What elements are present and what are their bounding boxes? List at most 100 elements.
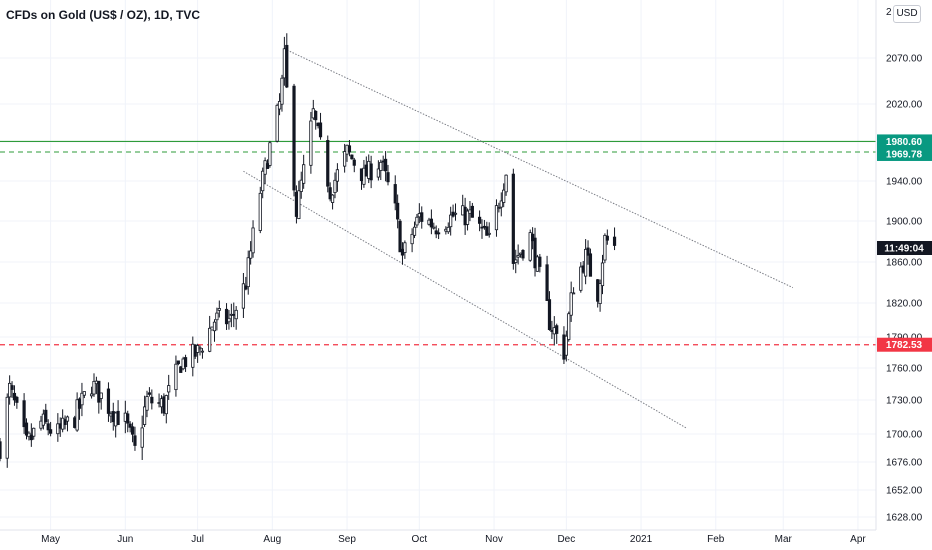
- trendlines: [243, 48, 794, 429]
- time-tick-label: Oct: [412, 534, 428, 545]
- candle-body: [528, 232, 532, 261]
- candle-body: [249, 250, 253, 259]
- candle-body: [133, 435, 137, 446]
- candle-body: [65, 416, 70, 422]
- candle-body: [326, 140, 330, 187]
- time-tick-label: Apr: [850, 534, 866, 545]
- candle-body: [499, 200, 503, 208]
- candle-body: [63, 419, 67, 425]
- candle-body: [350, 154, 354, 160]
- price-tick-label: 1760.00: [886, 364, 923, 375]
- candle-body: [588, 253, 593, 277]
- candle-body: [335, 169, 340, 182]
- time-tick-label: Jun: [117, 534, 133, 545]
- candle-body: [403, 242, 407, 253]
- time-tick-label: Sep: [338, 534, 356, 545]
- candle-body: [343, 151, 347, 167]
- candle-body: [412, 226, 417, 236]
- candle-body: [241, 283, 246, 309]
- candle-body: [434, 230, 438, 235]
- candles: [0, 33, 617, 468]
- price-tick-label: 1676.00: [886, 458, 923, 469]
- candle-body: [227, 317, 231, 323]
- candle-body: [280, 77, 284, 105]
- candle-body: [547, 299, 552, 331]
- candle-body: [410, 233, 414, 245]
- price-tick-label: 2020.00: [886, 100, 923, 111]
- price-axis[interactable]: 2070.002020.001980.001940.001900.001860.…: [886, 7, 923, 524]
- price-tick-label: 1820.00: [886, 299, 923, 310]
- resistance-price-label: 1980.60: [886, 137, 923, 148]
- candle-body: [261, 170, 265, 192]
- candle-body: [215, 312, 219, 321]
- candle-body: [80, 392, 84, 406]
- candle-body: [12, 392, 17, 401]
- candle-body: [142, 406, 147, 425]
- time-axis[interactable]: May Jun Jul Aug Sep Oct Nov Dec 2021 Feb Mar Apr: [41, 534, 866, 545]
- candle-body: [46, 423, 50, 431]
- candle-body: [511, 173, 515, 264]
- channel-trendline: [284, 48, 794, 289]
- candle-body: [555, 325, 559, 334]
- candle-body: [502, 189, 506, 203]
- candle-body: [217, 308, 221, 311]
- candle-body: [446, 226, 450, 233]
- candle-body: [277, 101, 282, 110]
- price-tick-label: 1900.00: [886, 217, 923, 228]
- candle-body: [5, 396, 9, 459]
- candle-body: [465, 210, 470, 225]
- candle-body: [318, 122, 323, 138]
- currency-button[interactable]: USD: [893, 5, 921, 23]
- candle-body: [369, 163, 373, 181]
- candle-body: [579, 266, 583, 291]
- candle-body: [429, 218, 433, 228]
- candle-body: [44, 409, 48, 423]
- candle-body: [386, 172, 390, 183]
- candle-body: [147, 392, 152, 395]
- candle-body: [265, 163, 270, 169]
- candle-body: [126, 413, 130, 424]
- time-tick-label: Aug: [263, 534, 281, 545]
- candle-body: [29, 434, 33, 441]
- candle-body: [485, 226, 489, 236]
- candle-body: [612, 236, 617, 246]
- candle-body: [297, 190, 301, 219]
- candle-body: [234, 309, 238, 320]
- candle-body: [92, 380, 96, 395]
- candle-body: [449, 214, 453, 228]
- candle-body: [0, 441, 2, 459]
- candle-body: [49, 429, 53, 434]
- candle-body: [564, 335, 568, 356]
- candle-body: [545, 264, 549, 301]
- candle-body: [432, 226, 436, 229]
- candle-body: [258, 192, 262, 231]
- candle-body: [128, 423, 132, 428]
- price-tick-label: 1700.00: [886, 430, 923, 441]
- candle-body: [82, 391, 86, 396]
- time-tick-label: May: [41, 534, 60, 545]
- candle-body: [514, 259, 518, 263]
- time-tick-label: Jul: [191, 534, 204, 545]
- candle-body: [567, 313, 571, 340]
- price-tick-label: 1628.00: [886, 513, 923, 524]
- candle-body: [302, 164, 306, 184]
- candle-body: [352, 159, 356, 166]
- candle-body: [333, 179, 337, 194]
- candle-body: [224, 308, 229, 325]
- candle-body: [533, 237, 537, 269]
- candle-body: [415, 216, 419, 226]
- candle-body: [347, 145, 352, 153]
- candle-body: [376, 168, 380, 178]
- candle-body: [174, 363, 178, 391]
- candle-body: [538, 256, 542, 267]
- candle-body: [330, 194, 335, 203]
- candle-body: [396, 202, 400, 220]
- channel-trendline: [243, 170, 688, 429]
- candle-body: [183, 357, 188, 368]
- candle-body: [212, 321, 217, 332]
- price-tick-label: 1940.00: [886, 177, 923, 188]
- candle-body: [244, 285, 248, 290]
- candle-body: [246, 257, 250, 288]
